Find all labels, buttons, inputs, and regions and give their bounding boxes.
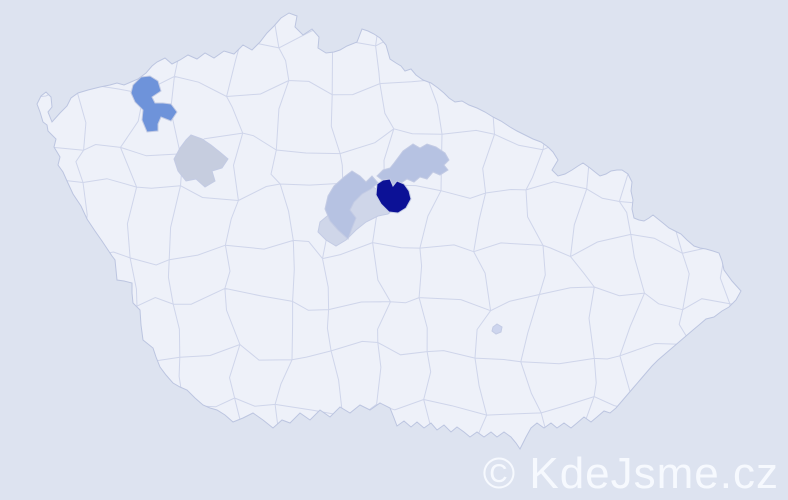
district-capital-dark[interactable]: [375, 178, 412, 214]
district-far-northwest-blue[interactable]: [130, 75, 178, 133]
district-tiny-enclave-dot[interactable]: [491, 323, 503, 335]
district-west-of-capital[interactable]: [324, 170, 379, 240]
district-north-of-capital[interactable]: [376, 143, 450, 187]
highlighted-districts: [130, 75, 503, 335]
district-northwest-gray[interactable]: [173, 134, 229, 188]
